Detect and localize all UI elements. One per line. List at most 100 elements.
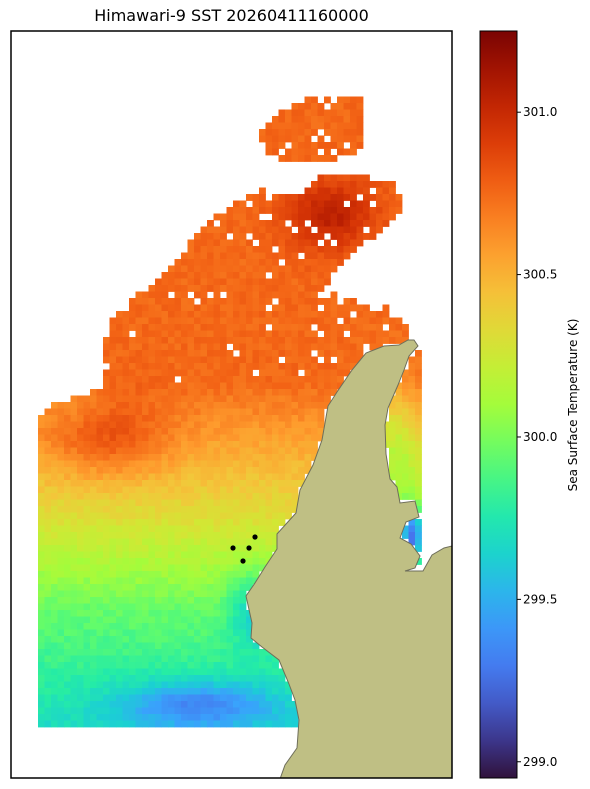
sst-cell (116, 538, 123, 546)
sst-cell (402, 415, 409, 422)
sst-cell (109, 519, 117, 526)
sst-cell (155, 629, 162, 637)
sst-cell (96, 538, 104, 546)
sst-cell (330, 304, 338, 312)
sst-cell (64, 623, 71, 630)
sst-cell (109, 454, 117, 461)
sst-cell (161, 434, 169, 442)
sst-cell (122, 382, 130, 390)
sst-cell (174, 694, 182, 702)
sst-cell (38, 564, 45, 572)
sst-cell (77, 538, 84, 546)
sst-cell (337, 142, 344, 149)
sst-cell (116, 623, 123, 630)
sst-cell (90, 558, 97, 565)
sst-cell (155, 642, 162, 650)
sst-cell (265, 246, 273, 253)
sst-cell (174, 402, 182, 409)
sst-cell (142, 363, 149, 370)
sst-cell (181, 389, 188, 396)
sst-cell (233, 610, 240, 617)
sst-cell (77, 428, 84, 435)
sst-cell (226, 597, 234, 604)
sst-cell (116, 337, 123, 344)
sst-cell (96, 564, 104, 572)
sst-cell (259, 304, 266, 312)
sst-cell (194, 681, 201, 689)
sst-cell (207, 389, 214, 396)
sst-cell (129, 649, 136, 656)
sst-cell (239, 597, 247, 604)
sst-cell (259, 525, 266, 533)
sst-cell (181, 584, 188, 591)
sst-cell (187, 265, 195, 273)
sst-cell (90, 636, 97, 643)
sst-cell (233, 720, 240, 728)
sst-cell (239, 662, 247, 669)
sst-cell (285, 259, 292, 266)
sst-cell (181, 506, 188, 513)
sst-cell (64, 512, 71, 520)
sst-cell (226, 532, 234, 539)
sst-cell (103, 389, 110, 396)
sst-cell (174, 649, 182, 656)
sst-cell (142, 415, 149, 422)
sst-cell (317, 142, 325, 149)
sst-cell (116, 551, 123, 559)
sst-cell (324, 376, 331, 383)
sst-cell (51, 649, 58, 656)
sst-cell (382, 207, 390, 214)
sst-cell (174, 480, 182, 487)
sst-cell (265, 538, 273, 546)
sst-cell (129, 486, 136, 494)
sst-cell (122, 525, 130, 533)
sst-cell (38, 551, 45, 559)
sst-cell (317, 252, 325, 260)
sst-cell (96, 480, 104, 487)
sst-cell (116, 701, 123, 708)
sst-cell (233, 226, 240, 234)
sst-cell (363, 337, 370, 344)
sst-cell (103, 642, 110, 650)
sst-cell (135, 298, 143, 305)
sst-cell (51, 519, 58, 526)
sst-cell (83, 649, 91, 656)
sst-cell (70, 662, 78, 669)
sst-cell (259, 226, 266, 234)
sst-cell (415, 441, 422, 448)
sst-cell (116, 330, 123, 338)
sst-cell (220, 278, 227, 286)
sst-cell (194, 571, 201, 578)
sst-cell (200, 324, 208, 331)
sst-cell (265, 350, 273, 357)
sst-cell (330, 174, 338, 182)
sst-cell (174, 343, 182, 351)
sst-cell (148, 389, 156, 396)
sst-cell (57, 467, 65, 474)
sst-cell (129, 382, 136, 390)
sst-cell (109, 460, 117, 468)
sst-cell (148, 356, 156, 364)
sst-cell (77, 525, 84, 533)
sst-cell (142, 467, 149, 474)
sst-cell (252, 395, 260, 403)
sst-cell (200, 298, 208, 305)
sst-cell (291, 337, 299, 344)
sst-cell (116, 597, 123, 604)
sst-cell (246, 408, 253, 416)
sst-cell (246, 662, 253, 669)
sst-cell (148, 441, 156, 448)
sst-cell (148, 415, 156, 422)
sst-cell (51, 681, 58, 689)
sst-cell (291, 369, 299, 377)
sst-cell (148, 382, 156, 390)
sst-cell (148, 519, 156, 526)
sst-cell (64, 428, 71, 435)
sst-cell (148, 343, 156, 351)
sst-cell (317, 428, 325, 435)
sst-cell (317, 317, 325, 325)
sst-cell (57, 441, 65, 448)
sst-cell (194, 655, 201, 663)
sst-cell (220, 486, 227, 494)
sst-cell (168, 538, 175, 546)
